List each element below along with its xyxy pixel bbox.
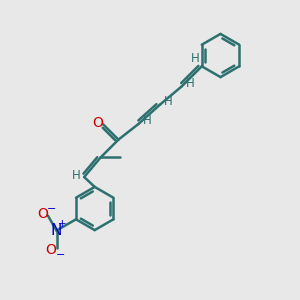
Text: H: H bbox=[191, 52, 200, 65]
Text: N: N bbox=[51, 223, 62, 238]
Text: H: H bbox=[164, 95, 172, 108]
Text: O: O bbox=[37, 207, 48, 221]
Text: H: H bbox=[71, 169, 80, 182]
Text: H: H bbox=[186, 77, 195, 90]
Text: −: − bbox=[47, 204, 56, 214]
Text: H: H bbox=[143, 114, 152, 127]
Text: +: + bbox=[58, 219, 67, 229]
Text: −: − bbox=[56, 250, 66, 260]
Text: O: O bbox=[46, 243, 56, 257]
Text: O: O bbox=[92, 116, 103, 130]
